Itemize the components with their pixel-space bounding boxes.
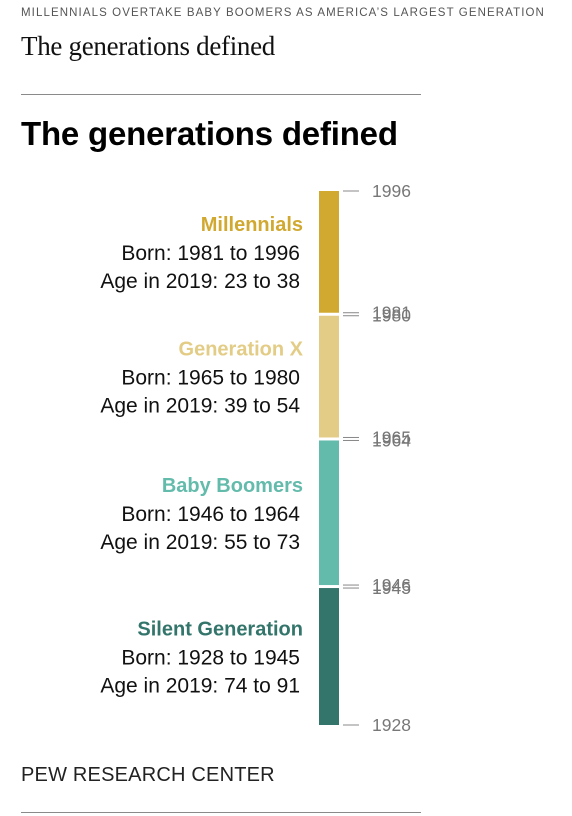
series-name-baby-boomers: Baby Boomers [162,475,303,497]
born-label-silent-generation: Born: 1928 to 1945 [121,647,300,670]
bar-millennials [319,191,339,313]
tick-label-top-millennials: 1996 [372,181,411,201]
tick-label-top-generation-x: 1980 [372,306,411,326]
bar-baby-boomers [319,440,339,586]
tick-label-top-baby-boomers: 1964 [372,430,411,450]
series-name-silent-generation: Silent Generation [137,619,303,641]
age-label-silent-generation: Age in 2019: 74 to 91 [100,675,300,698]
born-label-generation-x: Born: 1965 to 1980 [121,367,300,390]
tick-label-bottom-millennials: 1981 [372,303,411,323]
age-label-baby-boomers: Age in 2019: 55 to 73 [100,531,300,554]
born-label-baby-boomers: Born: 1946 to 1964 [121,503,300,526]
kicker: MILLENNIALS OVERTAKE BABY BOOMERS AS AME… [21,7,545,19]
tick-label-top-silent-generation: 1945 [372,578,411,598]
series-name-millennials: Millennials [201,214,303,236]
headline: The generations defined [21,31,275,61]
bar-generation-x [319,315,339,438]
age-label-millennials: Age in 2019: 23 to 38 [100,270,300,293]
bottom-divider [21,812,421,813]
tick-label-bottom-silent-generation: 1928 [372,715,411,735]
tick-label-bottom-baby-boomers: 1946 [372,575,411,595]
top-divider [21,94,421,95]
source-credit: PEW RESEARCH CENTER [21,764,275,786]
age-label-generation-x: Age in 2019: 39 to 54 [100,395,300,418]
tick-label-bottom-generation-x: 1965 [372,427,411,447]
bar-silent-generation [319,588,339,725]
series-name-generation-x: Generation X [179,339,304,361]
born-label-millennials: Born: 1981 to 1996 [121,242,300,265]
chart-title: The generations defined [21,115,398,152]
